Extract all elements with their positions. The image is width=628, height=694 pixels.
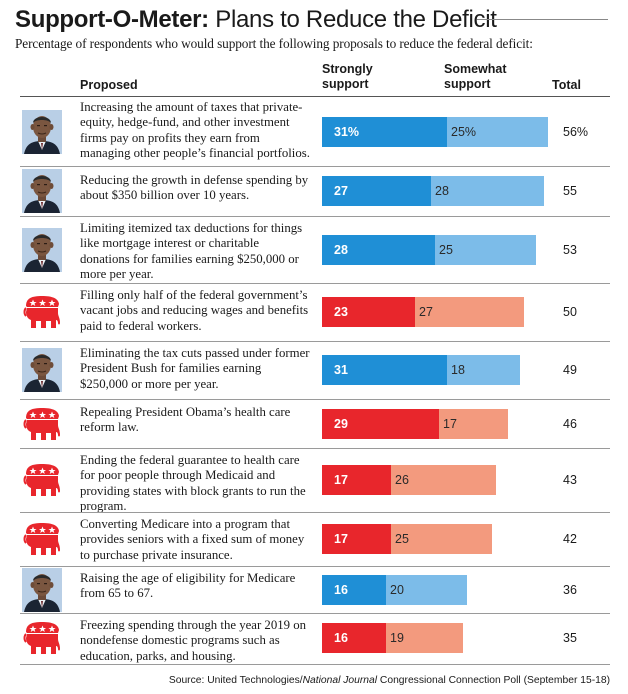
total-value: 53 <box>563 243 577 257</box>
obama-portrait-icon <box>22 568 62 612</box>
stacked-bar: 29 17 <box>322 409 508 439</box>
row-divider <box>20 512 610 513</box>
row-divider <box>20 216 610 217</box>
row-divider <box>20 664 610 665</box>
chart-subtitle: Percentage of respondents who would supp… <box>15 36 533 51</box>
proposal-text: Filling only half of the federal governm… <box>80 288 309 333</box>
proposal-text: Raising the age of eligibility for Medic… <box>80 571 296 601</box>
bar-somewhat-support: 26 <box>391 465 496 495</box>
row-divider <box>20 341 610 342</box>
stacked-bar: 31% 25% <box>322 117 548 147</box>
stacked-bar: 16 19 <box>322 623 463 653</box>
header-proposed: Proposed <box>80 78 138 92</box>
bar-strongly-support: 23 <box>322 297 415 327</box>
total-value: 36 <box>563 583 577 597</box>
total-value: 43 <box>563 473 577 487</box>
total-value: 35 <box>563 631 577 645</box>
bar-somewhat-support: 25 <box>391 524 492 554</box>
proposal-text: Limiting itemized tax deductions for thi… <box>80 221 303 282</box>
bar-somewhat-support: 28 <box>431 176 544 206</box>
row-divider <box>20 96 610 97</box>
obama-portrait-icon <box>22 110 62 154</box>
bar-strongly-support: 17 <box>322 465 391 495</box>
bar-somewhat-support: 20 <box>386 575 467 605</box>
bar-strongly-support: 29 <box>322 409 439 439</box>
stacked-bar: 28 25 <box>322 235 536 265</box>
obama-portrait-icon <box>22 228 62 272</box>
source-italic: National Journal <box>302 675 378 686</box>
bar-strongly-support: 17 <box>322 524 391 554</box>
proposal-text: Freezing spending through the year 2019 … <box>80 618 307 663</box>
obama-portrait-icon <box>22 348 62 392</box>
source-suffix: Congressional Connection Poll (September… <box>377 675 610 686</box>
title-light: Plans to Reduce the Deficit <box>215 6 497 33</box>
chart-title: Support-O-Meter: Plans to Reduce the Def… <box>15 6 615 34</box>
header-total: Total <box>552 78 581 92</box>
row-divider <box>20 166 610 167</box>
bar-somewhat-support: 27 <box>415 297 524 327</box>
bar-strongly-support: 27 <box>322 176 431 206</box>
gop-elephant-icon <box>22 616 62 660</box>
bar-strongly-support: 16 <box>322 623 386 653</box>
title-rule <box>477 19 608 20</box>
proposal-text: Ending the federal guarantee to health c… <box>80 453 306 514</box>
bar-strongly-support: 16 <box>322 575 386 605</box>
stacked-bar: 27 28 <box>322 176 544 206</box>
row-divider <box>20 566 610 567</box>
title-block: Support-O-Meter: Plans to Reduce the Def… <box>15 6 615 52</box>
source-prefix: Source: United Technologies/ <box>168 675 303 686</box>
gop-elephant-icon <box>22 290 62 334</box>
stacked-bar: 16 20 <box>322 575 467 605</box>
total-value: 49 <box>563 363 577 377</box>
gop-elephant-icon <box>22 458 62 502</box>
proposal-text: Increasing the amount of taxes that priv… <box>80 100 310 161</box>
bar-strongly-support: 28 <box>322 235 435 265</box>
gop-elephant-icon <box>22 517 62 561</box>
bar-somewhat-support: 18 <box>447 355 520 385</box>
bar-somewhat-support: 25% <box>447 117 548 147</box>
obama-portrait-icon <box>22 169 62 213</box>
proposal-text: Repealing President Obama’s health care … <box>80 405 291 435</box>
source-note: Source: United Technologies/National Jou… <box>169 675 610 686</box>
stacked-bar: 17 26 <box>322 465 496 495</box>
title-bold: Support-O-Meter: <box>15 6 209 33</box>
stacked-bar: 31 18 <box>322 355 520 385</box>
row-divider <box>20 399 610 400</box>
total-value: 42 <box>563 532 577 546</box>
stacked-bar: 17 25 <box>322 524 492 554</box>
total-value: 56% <box>563 125 589 139</box>
row-divider <box>20 613 610 614</box>
proposal-text: Reducing the growth in defense spending … <box>80 173 309 203</box>
bar-strongly-support: 31% <box>322 117 447 147</box>
total-value: 46 <box>563 417 577 431</box>
bar-strongly-support: 31 <box>322 355 447 385</box>
total-value: 55 <box>563 184 577 198</box>
bar-somewhat-support: 25 <box>435 235 536 265</box>
row-divider <box>20 448 610 449</box>
proposal-text: Eliminating the tax cuts passed under fo… <box>80 346 310 391</box>
header-strongly-support: Strongly support <box>322 62 373 91</box>
proposal-text: Converting Medicare into a program that … <box>80 517 305 562</box>
stacked-bar: 23 27 <box>322 297 524 327</box>
bar-somewhat-support: 17 <box>439 409 508 439</box>
bar-somewhat-support: 19 <box>386 623 463 653</box>
row-divider <box>20 283 610 284</box>
gop-elephant-icon <box>22 402 62 446</box>
header-somewhat-support: Somewhat support <box>444 62 507 91</box>
total-value: 50 <box>563 305 577 319</box>
